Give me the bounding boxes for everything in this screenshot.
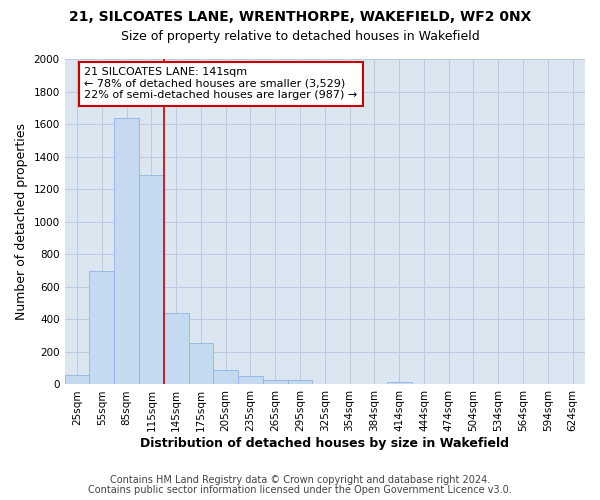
Bar (139, 176, 164, 384)
Bar (114, 118, 139, 384)
Text: 21, SILCOATES LANE, WRENTHORPE, WAKEFIELD, WF2 0NX: 21, SILCOATES LANE, WRENTHORPE, WAKEFIEL… (69, 10, 531, 24)
Text: Size of property relative to detached houses in Wakefield: Size of property relative to detached ho… (121, 30, 479, 43)
Text: Contains HM Land Registry data © Crown copyright and database right 2024.: Contains HM Land Registry data © Crown c… (110, 475, 490, 485)
Bar (89, 272, 114, 384)
Bar (164, 313, 188, 384)
X-axis label: Distribution of detached houses by size in Wakefield: Distribution of detached houses by size … (140, 437, 509, 450)
Bar (238, 376, 263, 384)
Y-axis label: Number of detached properties: Number of detached properties (15, 123, 28, 320)
Bar (263, 380, 287, 384)
Bar (188, 343, 214, 384)
Bar (65, 374, 89, 384)
Bar (214, 370, 238, 384)
Text: 21 SILCOATES LANE: 141sqm
← 78% of detached houses are smaller (3,529)
22% of se: 21 SILCOATES LANE: 141sqm ← 78% of detac… (85, 67, 358, 100)
Bar (387, 382, 412, 384)
Bar (287, 380, 313, 384)
Text: Contains public sector information licensed under the Open Government Licence v3: Contains public sector information licen… (88, 485, 512, 495)
